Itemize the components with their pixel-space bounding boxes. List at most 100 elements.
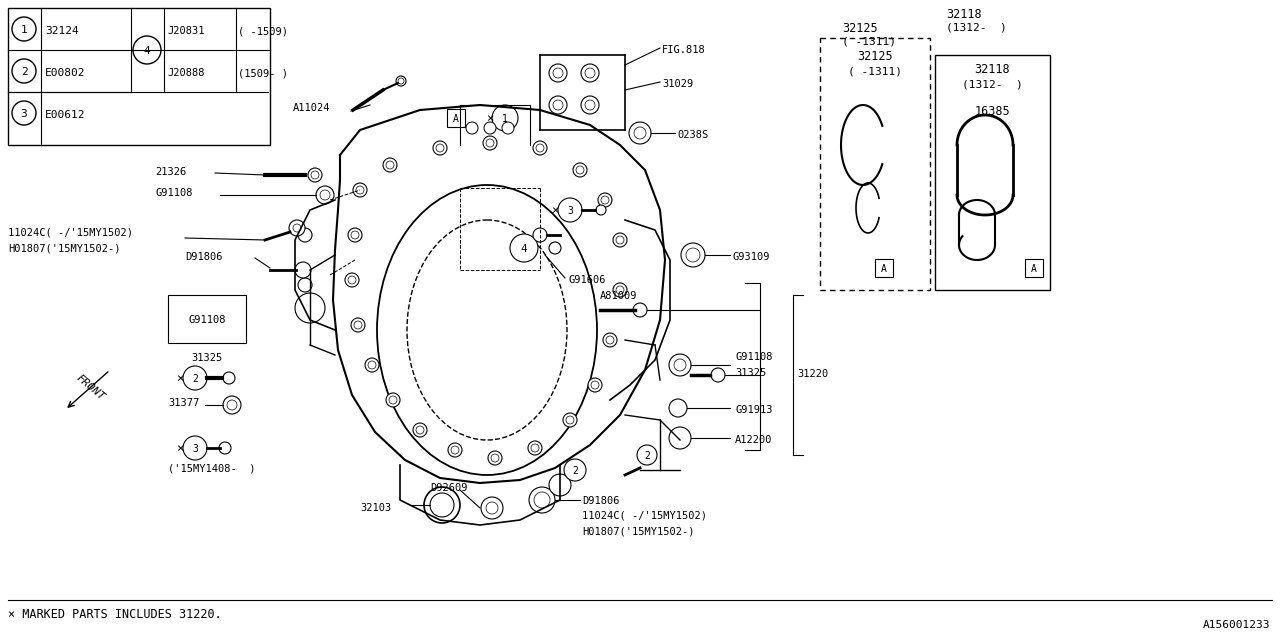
Circle shape	[634, 303, 646, 317]
Circle shape	[576, 166, 584, 174]
Circle shape	[634, 127, 646, 139]
Text: G91108: G91108	[188, 315, 225, 325]
Circle shape	[553, 100, 563, 110]
Circle shape	[710, 368, 724, 382]
Circle shape	[424, 487, 460, 523]
Text: 2: 2	[644, 451, 650, 461]
Circle shape	[602, 196, 609, 204]
Circle shape	[534, 492, 550, 508]
Circle shape	[369, 361, 376, 369]
Circle shape	[12, 59, 36, 83]
Circle shape	[355, 321, 362, 329]
Circle shape	[549, 474, 571, 496]
Text: 32125: 32125	[842, 22, 878, 35]
Circle shape	[308, 168, 323, 182]
Text: 31325: 31325	[192, 353, 223, 363]
Circle shape	[492, 454, 499, 462]
Circle shape	[387, 393, 401, 407]
Circle shape	[12, 101, 36, 125]
Bar	[876, 259, 893, 277]
Text: D91806: D91806	[582, 496, 620, 506]
Text: FIG.818: FIG.818	[662, 45, 705, 55]
Text: 2: 2	[572, 466, 579, 476]
Text: ('15MY1408-  ): ('15MY1408- )	[168, 463, 256, 473]
Circle shape	[316, 186, 334, 204]
Circle shape	[531, 444, 539, 452]
Text: (1312-  ): (1312- )	[946, 22, 1007, 32]
Circle shape	[613, 283, 627, 297]
Circle shape	[553, 68, 563, 78]
Circle shape	[686, 248, 700, 262]
Circle shape	[549, 242, 561, 254]
Text: × MARKED PARTS INCLUDES 31220.: × MARKED PARTS INCLUDES 31220.	[8, 609, 221, 621]
Circle shape	[585, 100, 595, 110]
Circle shape	[529, 487, 556, 513]
Circle shape	[298, 228, 312, 242]
Bar	[820, 38, 931, 290]
Circle shape	[532, 141, 547, 155]
Text: J20888: J20888	[166, 68, 205, 78]
Circle shape	[183, 366, 207, 390]
Circle shape	[466, 122, 477, 134]
Circle shape	[488, 451, 502, 465]
Circle shape	[320, 190, 330, 200]
Text: 3: 3	[20, 109, 27, 119]
Text: 3: 3	[567, 206, 573, 216]
Text: 31325: 31325	[735, 368, 767, 378]
Circle shape	[536, 144, 544, 152]
Circle shape	[348, 228, 362, 242]
Circle shape	[351, 231, 358, 239]
Text: 11024C( -/'15MY1502): 11024C( -/'15MY1502)	[582, 511, 707, 521]
Circle shape	[486, 502, 498, 514]
Circle shape	[289, 220, 305, 236]
Text: 32118: 32118	[946, 8, 982, 21]
Circle shape	[294, 293, 325, 323]
Circle shape	[389, 396, 397, 404]
Circle shape	[396, 76, 406, 86]
Bar	[447, 109, 465, 127]
Circle shape	[637, 445, 657, 465]
Circle shape	[566, 416, 573, 424]
Circle shape	[486, 139, 494, 147]
Circle shape	[598, 193, 612, 207]
Circle shape	[681, 243, 705, 267]
Circle shape	[596, 205, 605, 215]
Text: ×: ×	[177, 372, 184, 385]
Circle shape	[581, 96, 599, 114]
Circle shape	[398, 78, 404, 84]
Circle shape	[183, 436, 207, 460]
Text: 31377: 31377	[168, 398, 200, 408]
Circle shape	[492, 105, 518, 131]
Text: FRONT: FRONT	[74, 373, 106, 403]
Circle shape	[669, 399, 687, 417]
Circle shape	[387, 161, 394, 169]
Text: G91108: G91108	[735, 352, 773, 362]
Circle shape	[413, 423, 428, 437]
Circle shape	[223, 372, 236, 384]
Text: A156001233: A156001233	[1202, 620, 1270, 630]
Circle shape	[433, 141, 447, 155]
Text: A11024: A11024	[293, 103, 330, 113]
Bar	[934, 55, 1050, 290]
Text: 32125: 32125	[858, 50, 893, 63]
Circle shape	[616, 286, 625, 294]
Circle shape	[481, 497, 503, 519]
Circle shape	[669, 427, 691, 449]
Text: 16385: 16385	[974, 105, 1010, 118]
Text: 31029: 31029	[662, 79, 694, 89]
Text: 1: 1	[20, 25, 27, 35]
Circle shape	[416, 426, 424, 434]
Text: H01807('15MY1502-): H01807('15MY1502-)	[8, 243, 120, 253]
Circle shape	[558, 198, 582, 222]
Circle shape	[430, 493, 454, 517]
Text: ×: ×	[486, 113, 494, 125]
Circle shape	[311, 171, 319, 179]
Circle shape	[675, 359, 686, 371]
Circle shape	[346, 273, 358, 287]
Text: 31220: 31220	[797, 369, 828, 379]
Circle shape	[293, 224, 301, 232]
Text: 32118: 32118	[974, 63, 1010, 76]
Text: ( -1311): ( -1311)	[842, 36, 896, 46]
Circle shape	[573, 163, 588, 177]
Circle shape	[12, 17, 36, 41]
